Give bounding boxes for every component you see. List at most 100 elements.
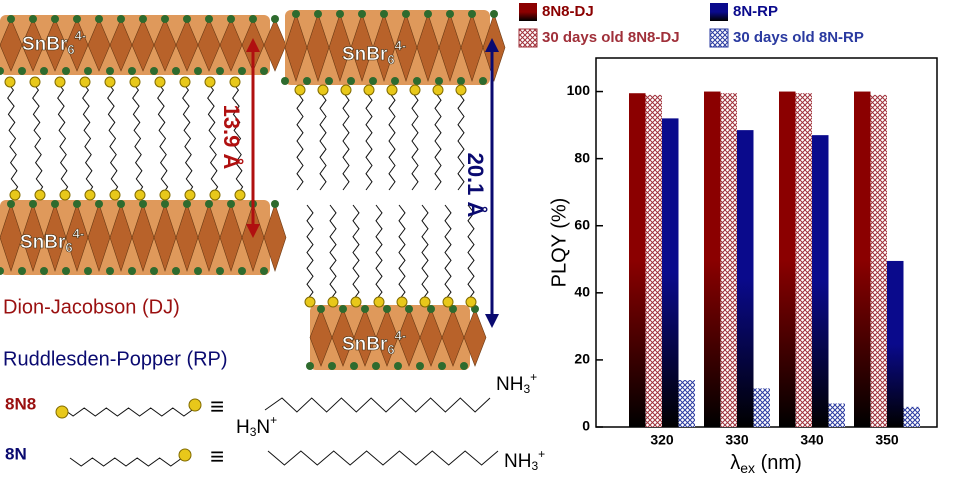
x-tick-label: 320 bbox=[650, 432, 674, 448]
y-tick-label: 40 bbox=[574, 284, 590, 300]
n-atom bbox=[4, 76, 16, 88]
n-atom bbox=[54, 76, 66, 88]
x-label-symbol: λ bbox=[730, 452, 740, 474]
n-atom bbox=[29, 76, 41, 88]
alkyl-chain bbox=[206, 81, 219, 196]
bar bbox=[795, 93, 812, 428]
br-atom bbox=[95, 15, 103, 23]
br-atom bbox=[194, 67, 202, 75]
layer-base: SnBr bbox=[342, 44, 388, 65]
br-atom bbox=[216, 267, 224, 275]
n-atom bbox=[363, 84, 375, 96]
br-atom bbox=[405, 305, 413, 313]
alkyl-chain bbox=[6, 81, 19, 196]
amine-sup: + bbox=[530, 370, 537, 384]
alkyl-chain bbox=[31, 81, 44, 196]
layer-sub: 6 bbox=[387, 52, 394, 67]
br-atom bbox=[183, 200, 191, 208]
alkyl-chain bbox=[375, 204, 383, 301]
br-atom bbox=[317, 305, 325, 313]
br-atom bbox=[457, 77, 465, 85]
br-atom bbox=[194, 267, 202, 275]
br-atom bbox=[84, 267, 92, 275]
legend-label: 8N8-DJ bbox=[542, 3, 594, 20]
br-atom bbox=[336, 10, 344, 18]
br-atom bbox=[260, 67, 268, 75]
bar bbox=[753, 388, 770, 427]
amine-sup: + bbox=[270, 413, 277, 427]
br-atom bbox=[350, 362, 358, 370]
br-atom bbox=[328, 362, 336, 370]
n-atom bbox=[442, 296, 454, 308]
bar bbox=[854, 91, 871, 427]
br-atom bbox=[479, 77, 487, 85]
br-atom bbox=[438, 362, 446, 370]
n-atom bbox=[84, 189, 96, 201]
amine-label: H3N+ bbox=[236, 413, 277, 439]
alkyl-chain bbox=[181, 81, 194, 196]
layer-label: SnBr64- bbox=[342, 328, 406, 357]
alkyl-chain bbox=[421, 204, 429, 301]
layer-sub: 6 bbox=[67, 42, 74, 57]
bar bbox=[645, 94, 662, 428]
x-tick-label: 350 bbox=[875, 432, 899, 448]
n-atom bbox=[373, 296, 385, 308]
n-atom bbox=[465, 296, 477, 308]
br-atom bbox=[172, 267, 180, 275]
br-atom bbox=[383, 305, 391, 313]
br-atom bbox=[427, 305, 435, 313]
alkyl-chain bbox=[467, 204, 475, 301]
alkyl-chain bbox=[131, 81, 144, 196]
amine-sup: + bbox=[538, 447, 545, 461]
br-atom bbox=[372, 362, 380, 370]
br-atom bbox=[161, 15, 169, 23]
legend-swatch bbox=[519, 3, 537, 21]
br-atom bbox=[139, 200, 147, 208]
layer-sup: 4- bbox=[75, 28, 87, 43]
arrow-head bbox=[485, 314, 499, 328]
n-atom bbox=[386, 84, 398, 96]
x-label-unit: (nm) bbox=[755, 452, 802, 474]
br-atom bbox=[292, 10, 300, 18]
br-atom bbox=[18, 267, 26, 275]
br-atom bbox=[260, 267, 268, 275]
br-atom bbox=[227, 200, 235, 208]
br-atom bbox=[29, 200, 37, 208]
alkyl-chain bbox=[352, 204, 360, 301]
amine-rest: N bbox=[256, 417, 270, 438]
n-atom bbox=[317, 84, 329, 96]
bar bbox=[779, 91, 796, 427]
alkyl-chain bbox=[411, 91, 419, 191]
alkyl-chain bbox=[365, 91, 373, 191]
alkyl-chain bbox=[329, 204, 337, 301]
alkyl-chain bbox=[156, 81, 169, 196]
n-atom bbox=[304, 296, 316, 308]
y-tick-label: 0 bbox=[582, 418, 590, 434]
amine-label: NH3+ bbox=[504, 447, 545, 473]
n-atom bbox=[109, 189, 121, 201]
br-atom bbox=[29, 15, 37, 23]
br-atom bbox=[117, 200, 125, 208]
legend-swatch bbox=[709, 28, 729, 48]
bar bbox=[812, 135, 829, 427]
n-atom bbox=[178, 448, 192, 462]
alkyl-chain bbox=[457, 91, 465, 191]
br-atom bbox=[339, 305, 347, 313]
alkyl-chain bbox=[81, 81, 94, 196]
alkyl-chain bbox=[231, 81, 244, 196]
alkyl-chain bbox=[319, 91, 327, 191]
mol1-chain bbox=[61, 407, 196, 417]
br-atom bbox=[238, 67, 246, 75]
y-axis-label: PLQY (%) bbox=[548, 198, 570, 288]
br-atom bbox=[424, 10, 432, 18]
br-atom bbox=[0, 67, 4, 75]
br-atom bbox=[281, 77, 289, 85]
layer-base: SnBr bbox=[342, 334, 388, 355]
octahedron bbox=[463, 308, 487, 367]
alkyl-chain bbox=[398, 204, 406, 301]
n-atom bbox=[455, 84, 467, 96]
n-atom bbox=[34, 189, 46, 201]
br-atom bbox=[325, 77, 333, 85]
br-atom bbox=[468, 10, 476, 18]
bar bbox=[870, 94, 887, 428]
